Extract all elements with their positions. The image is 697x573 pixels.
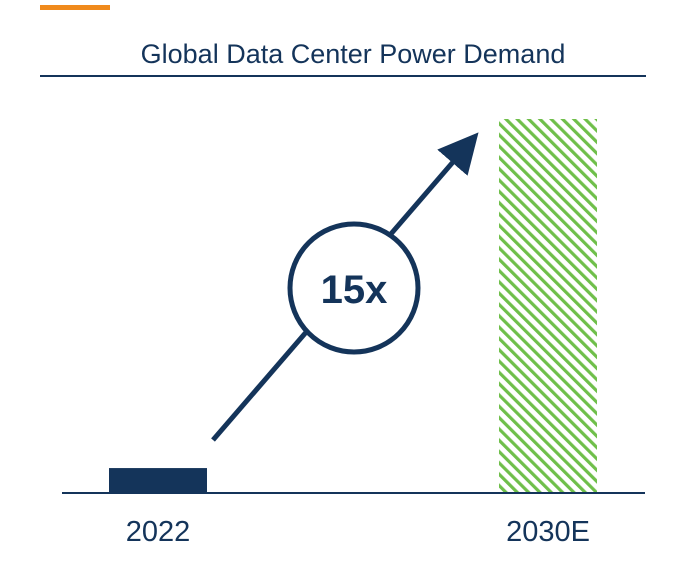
chart-title: Global Data Center Power Demand bbox=[141, 39, 566, 69]
multiplier-label: 15x bbox=[321, 268, 388, 312]
tick-label-2030e: 2030E bbox=[506, 516, 590, 548]
accent-bar bbox=[40, 5, 110, 10]
multiplier-circle bbox=[287, 221, 421, 355]
tick-label-2022: 2022 bbox=[126, 516, 191, 548]
bar-2022 bbox=[109, 468, 207, 493]
bar-2030e bbox=[499, 119, 597, 493]
